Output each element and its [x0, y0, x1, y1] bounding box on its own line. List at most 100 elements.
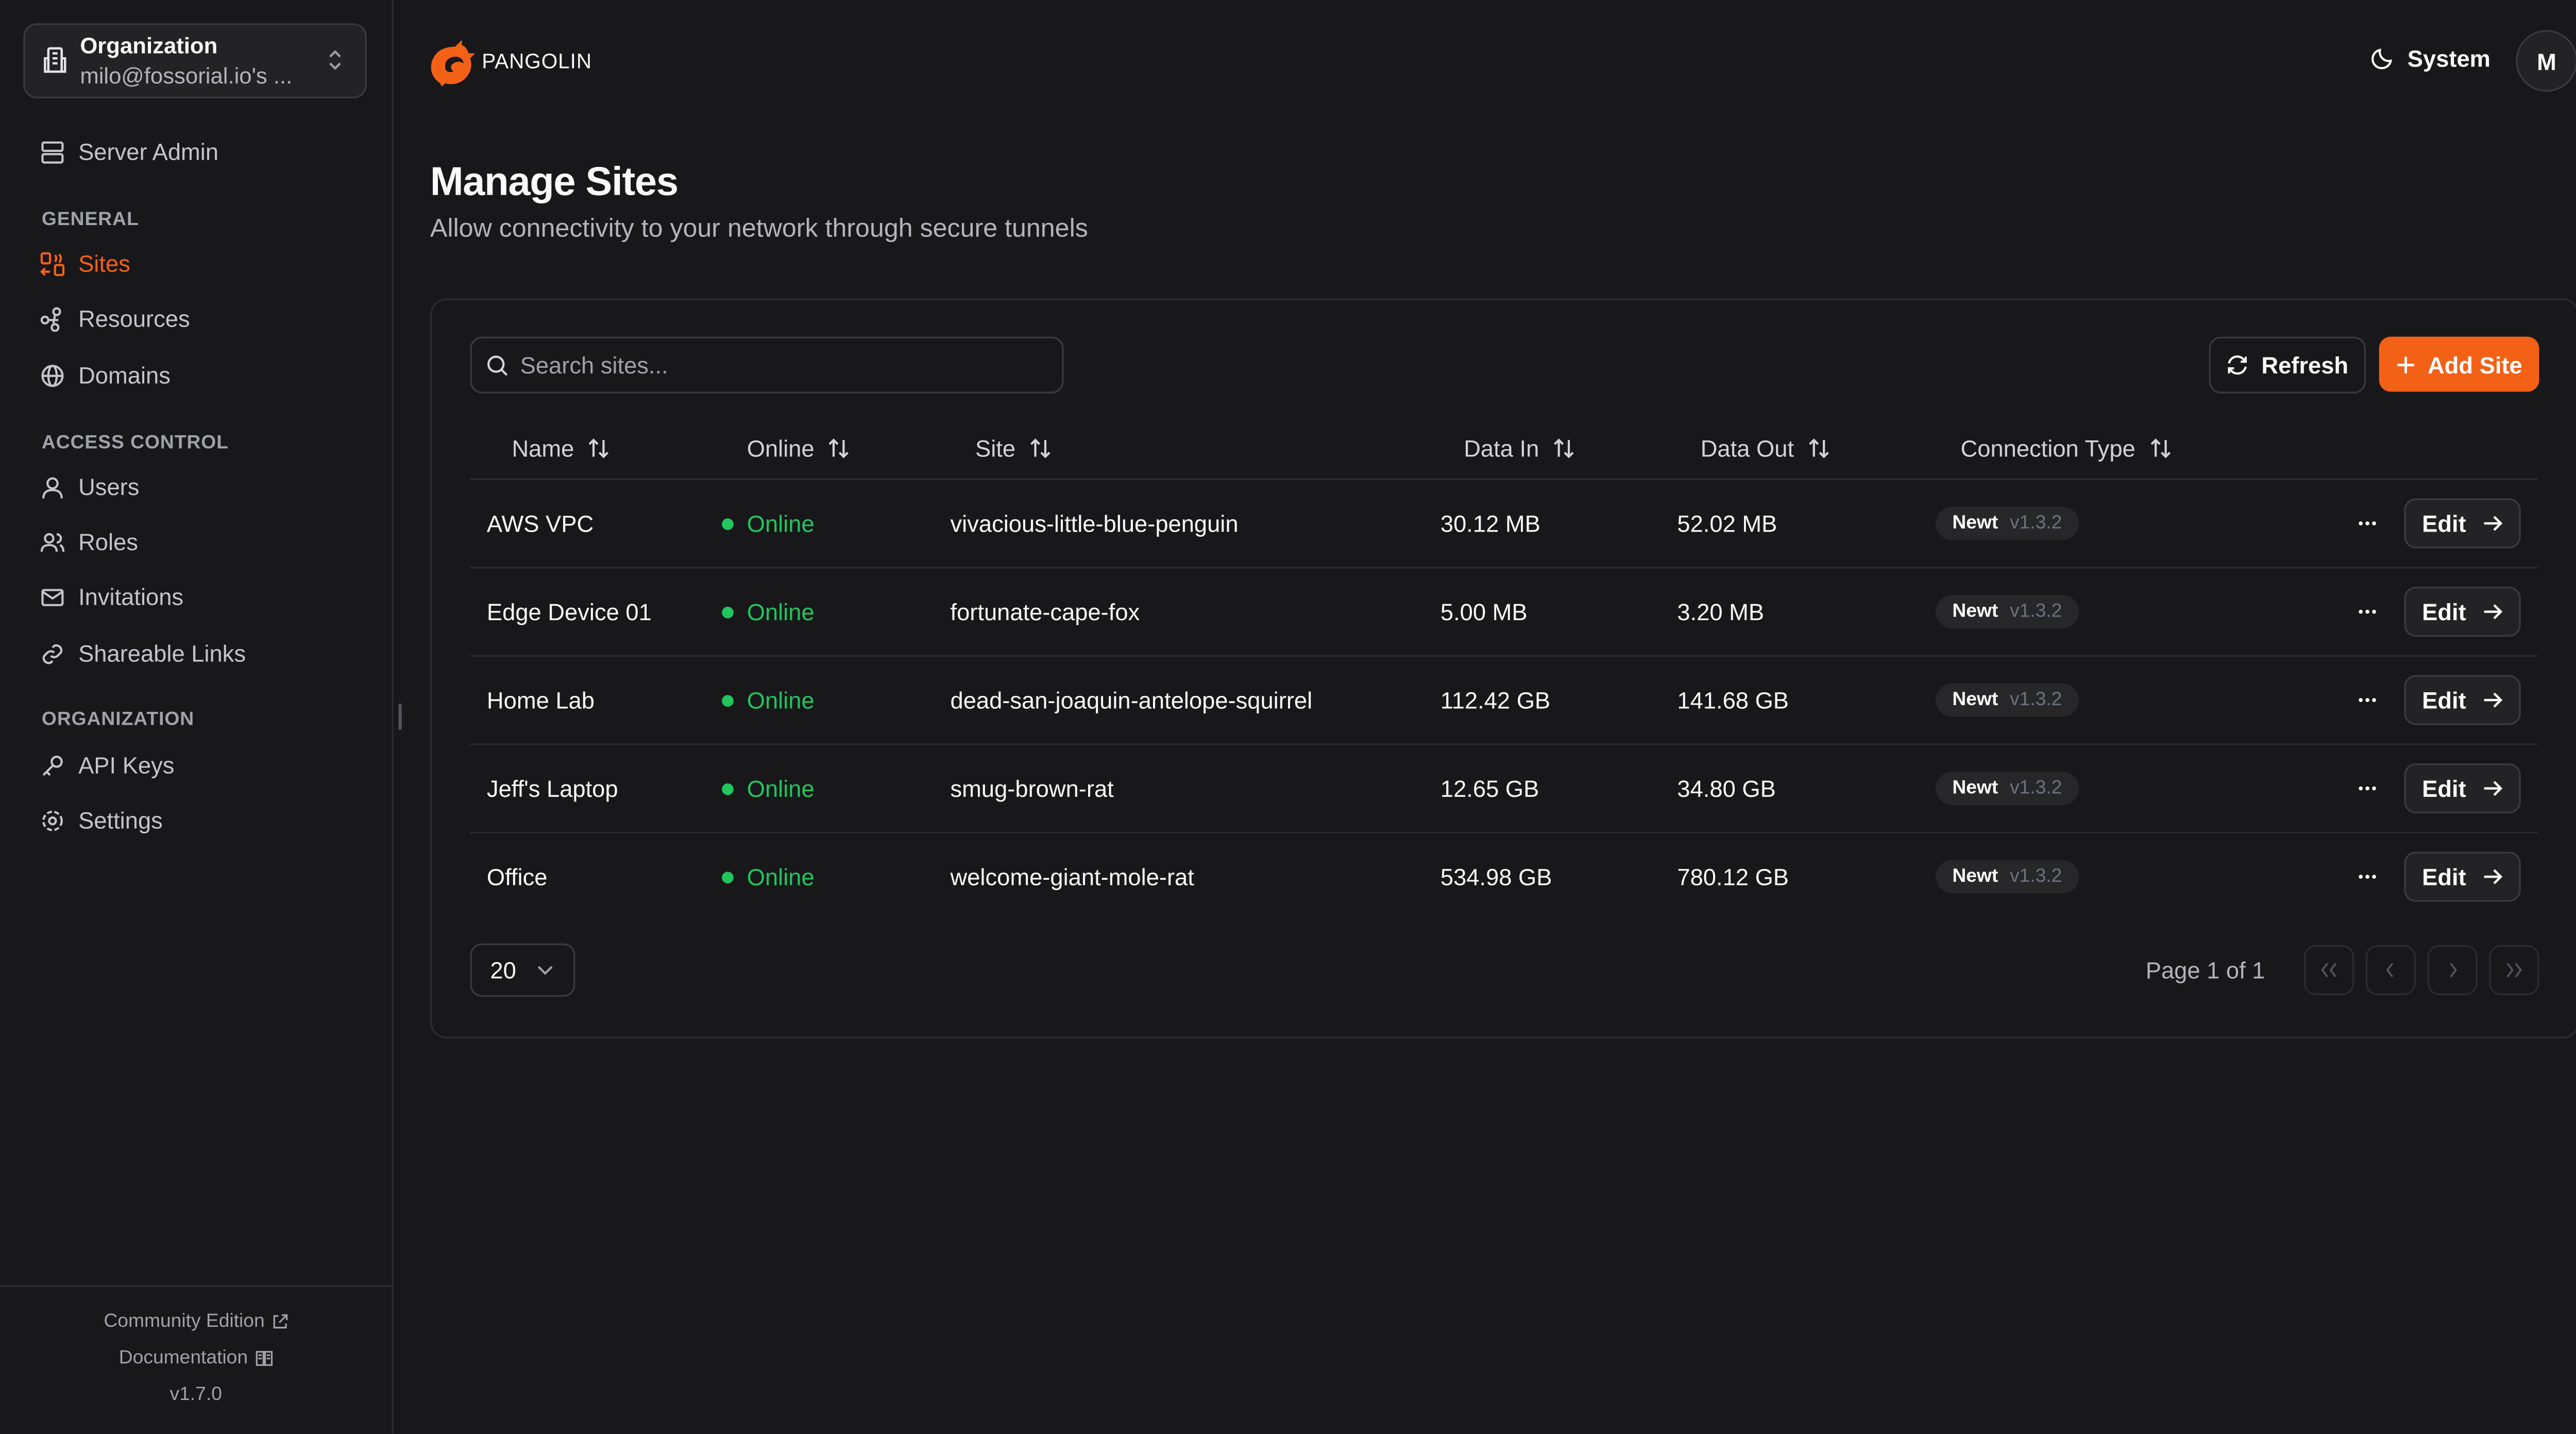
site-name: Office — [486, 863, 548, 891]
data-out: 141.68 GB — [1677, 687, 1789, 714]
more-actions-button[interactable] — [2352, 599, 2382, 625]
site-name: Home Lab — [486, 687, 595, 714]
sort-icon — [1807, 437, 1831, 460]
sidebar-item-label: Settings — [78, 807, 163, 833]
edit-site-button[interactable]: Edit — [2404, 763, 2521, 814]
refresh-icon — [2226, 353, 2249, 377]
globe-icon — [40, 363, 65, 388]
user-icon — [40, 474, 65, 500]
org-selector[interactable]: Organization milo@fossorial.io's ... — [23, 23, 367, 98]
online-status: Online — [747, 510, 815, 537]
first-page-button[interactable] — [2304, 945, 2354, 995]
sidebar-item-invitations[interactable]: Invitations — [40, 580, 183, 613]
users-icon — [40, 529, 65, 554]
edit-label: Edit — [2422, 598, 2466, 625]
more-actions-button[interactable] — [2352, 687, 2382, 713]
sidebar-item-settings[interactable]: Settings — [40, 804, 163, 837]
search-field[interactable] — [470, 336, 1064, 394]
more-actions-button[interactable] — [2352, 775, 2382, 802]
community-edition-link[interactable]: Community Edition — [0, 1312, 392, 1332]
page-info: Page 1 of 1 — [2145, 957, 2265, 984]
online-status-dot — [722, 606, 734, 619]
connection-type-badge: Newt v1.3.2 — [1935, 506, 2079, 540]
online-status: Online — [747, 775, 815, 802]
mail-icon — [40, 584, 65, 609]
page-title: Manage Sites — [430, 160, 679, 206]
site-identifier: dead-san-joaquin-antelope-squirrel — [950, 687, 1313, 714]
sidebar-item-users[interactable]: Users — [40, 470, 140, 504]
sites-icon — [40, 251, 65, 276]
data-out: 780.12 GB — [1677, 863, 1789, 891]
row-divider — [470, 478, 2538, 480]
org-name: milo@fossorial.io's ... — [80, 63, 293, 89]
page-size-select[interactable]: 20 — [470, 943, 575, 997]
row-divider — [470, 831, 2538, 833]
site-identifier: welcome-giant-mole-rat — [950, 863, 1194, 891]
chevron-down-icon — [536, 965, 553, 975]
arrow-right-icon — [2483, 602, 2503, 622]
documentation-label: Documentation — [118, 1348, 248, 1369]
sidebar-item-api-keys[interactable]: API Keys — [40, 748, 174, 782]
more-actions-button[interactable] — [2352, 863, 2382, 890]
chevron-right-icon — [2446, 962, 2459, 978]
sidebar-resize-handle[interactable] — [398, 703, 402, 730]
arrow-right-icon — [2483, 690, 2503, 710]
edit-site-button[interactable]: Edit — [2404, 675, 2521, 725]
connection-version: v1.3.2 — [2009, 513, 2062, 534]
next-page-button[interactable] — [2427, 945, 2478, 995]
sidebar-item-label: Domains — [78, 362, 171, 388]
connection-type-badge: Newt v1.3.2 — [1935, 860, 2079, 894]
sidebar-item-label: Users — [78, 473, 140, 500]
connection-type: Newt — [1952, 778, 1998, 799]
column-header-online[interactable]: Online — [747, 432, 851, 465]
theme-toggle[interactable]: System — [2371, 45, 2490, 72]
edit-site-button[interactable]: Edit — [2404, 587, 2521, 637]
edit-label: Edit — [2422, 775, 2466, 802]
sidebar-item-shareable-links[interactable]: Shareable Links — [40, 637, 246, 670]
brand-logo[interactable]: PANGOLIN — [429, 37, 592, 87]
avatar[interactable]: M — [2516, 30, 2576, 92]
row-divider — [470, 567, 2538, 569]
more-actions-button[interactable] — [2352, 510, 2382, 537]
sort-icon — [1029, 437, 1052, 460]
sidebar-item-resources[interactable]: Resources — [40, 302, 190, 335]
column-header-name[interactable]: Name — [512, 432, 611, 465]
data-out: 52.02 MB — [1677, 510, 1777, 537]
site-identifier: smug-brown-rat — [950, 775, 1114, 802]
sidebar-item-domains[interactable]: Domains — [40, 358, 171, 392]
refresh-button[interactable]: Refresh — [2209, 336, 2366, 394]
site-identifier: vivacious-little-blue-penguin — [950, 510, 1239, 537]
column-header-label: Site — [975, 435, 1016, 462]
site-name: AWS VPC — [486, 510, 594, 537]
last-page-button[interactable] — [2489, 945, 2539, 995]
connection-type: Newt — [1952, 866, 1998, 887]
column-header-data-out[interactable]: Data Out — [1701, 432, 1831, 465]
column-header-connection-type[interactable]: Connection Type — [1961, 432, 2172, 465]
sidebar-item-server-admin[interactable]: Server Admin — [40, 135, 218, 168]
edit-site-button[interactable]: Edit — [2404, 498, 2521, 549]
sort-icon — [828, 437, 851, 460]
sidebar-item-sites[interactable]: Sites — [40, 247, 130, 280]
prev-page-button[interactable] — [2365, 945, 2416, 995]
section-general: GENERAL — [41, 210, 139, 230]
column-header-data-in[interactable]: Data In — [1464, 432, 1575, 465]
edit-site-button[interactable]: Edit — [2404, 851, 2521, 902]
column-header-site[interactable]: Site — [975, 432, 1052, 465]
resources-icon — [40, 306, 65, 331]
connection-type-badge: Newt v1.3.2 — [1935, 772, 2079, 805]
sidebar-item-label: Resources — [78, 305, 190, 332]
documentation-link[interactable]: Documentation — [0, 1348, 392, 1369]
add-site-button[interactable]: Add Site — [2379, 336, 2539, 392]
sidebar-item-roles[interactable]: Roles — [40, 525, 138, 558]
sidebar-item-label: Roles — [78, 528, 138, 555]
sidebar-item-label: Server Admin — [78, 138, 219, 165]
data-in: 112.42 GB — [1440, 687, 1551, 714]
community-edition-label: Community Edition — [104, 1311, 265, 1332]
edit-label: Edit — [2422, 510, 2466, 537]
online-status-dot — [722, 872, 734, 884]
building-icon — [43, 47, 69, 74]
search-input[interactable] — [520, 338, 1037, 392]
ellipsis-icon — [2358, 874, 2378, 880]
chevron-left-icon — [2384, 962, 2397, 978]
connection-version: v1.3.2 — [2009, 778, 2062, 799]
